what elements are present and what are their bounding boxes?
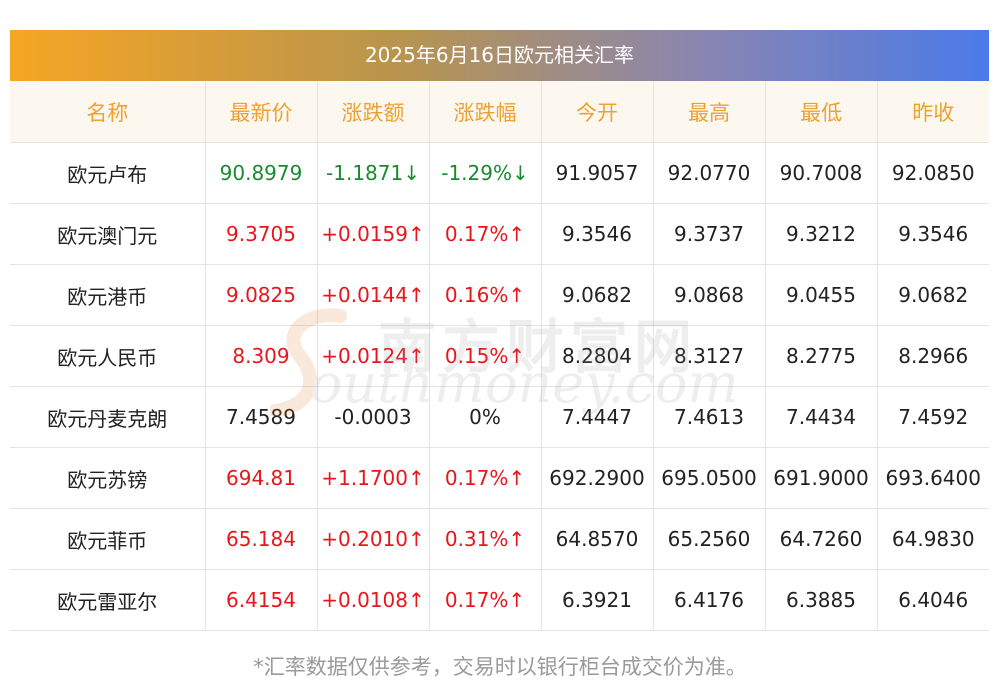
table-row: 欧元苏镑 694.81 +1.1700↑ 0.17%↑ 692.2900 695.0500… xyxy=(10,447,989,509)
cell-prev: 693.6400 xyxy=(877,447,989,509)
cell-low: 7.4434 xyxy=(765,386,878,448)
col-header-latest: 最新价 xyxy=(205,81,318,143)
cell-high: 695.0500 xyxy=(653,447,766,509)
table-title: 2025年6月16日欧元相关汇率 xyxy=(10,30,989,81)
cell-prev: 8.2966 xyxy=(877,325,989,387)
cell-latest: 6.4154 xyxy=(205,569,318,631)
cell-name: 欧元雷亚尔 xyxy=(10,569,206,631)
cell-high: 9.0868 xyxy=(653,264,766,326)
cell-latest: 90.8979 xyxy=(205,142,318,204)
cell-low: 691.9000 xyxy=(765,447,878,509)
cell-name: 欧元丹麦克朗 xyxy=(10,386,206,448)
cell-latest: 65.184 xyxy=(205,508,318,570)
col-header-low: 最低 xyxy=(765,81,878,143)
cell-pct: 0.16%↑ xyxy=(429,264,542,326)
col-header-pct: 涨跌幅 xyxy=(429,81,542,143)
cell-change: +0.0159↑ xyxy=(317,203,430,265)
rate-table-container: 2025年6月16日欧元相关汇率 名称 最新价 涨跌额 涨跌幅 今开 最高 最低… xyxy=(10,30,989,631)
cell-high: 65.2560 xyxy=(653,508,766,570)
footnote: *汇率数据仅供参考，交易时以银行柜台成交价为准。 xyxy=(253,655,747,679)
cell-high: 9.3737 xyxy=(653,203,766,265)
cell-latest: 7.4589 xyxy=(205,386,318,448)
cell-latest: 694.81 xyxy=(205,447,318,509)
cell-low: 90.7008 xyxy=(765,142,878,204)
cell-latest: 9.0825 xyxy=(205,264,318,326)
cell-name: 欧元港币 xyxy=(10,264,206,326)
table-row: 欧元丹麦克朗 7.4589 -0.0003 0% 7.4447 7.4613 7.4434 7… xyxy=(10,386,989,448)
cell-prev: 64.9830 xyxy=(877,508,989,570)
table-row: 欧元卢布 90.8979 -1.1871↓ -1.29%↓ 91.9057 92.0770… xyxy=(10,142,989,204)
cell-latest: 9.3705 xyxy=(205,203,318,265)
cell-latest: 8.309 xyxy=(205,325,318,387)
cell-change: +0.0144↑ xyxy=(317,264,430,326)
cell-prev: 9.3546 xyxy=(877,203,989,265)
cell-change: +0.0124↑ xyxy=(317,325,430,387)
cell-open: 7.4447 xyxy=(541,386,654,448)
cell-low: 6.3885 xyxy=(765,569,878,631)
cell-name: 欧元菲币 xyxy=(10,508,206,570)
col-header-name: 名称 xyxy=(10,81,206,143)
cell-open: 692.2900 xyxy=(541,447,654,509)
cell-high: 6.4176 xyxy=(653,569,766,631)
table-row: 欧元人民币 8.309 +0.0124↑ 0.15%↑ 8.2804 8.3127 8.27… xyxy=(10,325,989,387)
cell-low: 64.7260 xyxy=(765,508,878,570)
cell-open: 8.2804 xyxy=(541,325,654,387)
table-row: 欧元菲币 65.184 +0.2010↑ 0.31%↑ 64.8570 65.2560 64… xyxy=(10,508,989,570)
cell-name: 欧元澳门元 xyxy=(10,203,206,265)
cell-pct: 0.31%↑ xyxy=(429,508,542,570)
col-header-open: 今开 xyxy=(541,81,654,143)
cell-open: 64.8570 xyxy=(541,508,654,570)
table-row: 欧元港币 9.0825 +0.0144↑ 0.16%↑ 9.0682 9.0868 9.04… xyxy=(10,264,989,326)
table-header-row: 名称 最新价 涨跌额 涨跌幅 今开 最高 最低 昨收 xyxy=(10,81,989,143)
cell-pct: 0.17%↑ xyxy=(429,203,542,265)
cell-prev: 7.4592 xyxy=(877,386,989,448)
cell-low: 8.2775 xyxy=(765,325,878,387)
cell-high: 92.0770 xyxy=(653,142,766,204)
cell-pct: 0.17%↑ xyxy=(429,447,542,509)
cell-pct: 0.17%↑ xyxy=(429,569,542,631)
cell-prev: 9.0682 xyxy=(877,264,989,326)
cell-name: 欧元人民币 xyxy=(10,325,206,387)
cell-change: -0.0003 xyxy=(317,386,430,448)
cell-change: +1.1700↑ xyxy=(317,447,430,509)
cell-open: 9.3546 xyxy=(541,203,654,265)
cell-low: 9.0455 xyxy=(765,264,878,326)
cell-high: 7.4613 xyxy=(653,386,766,448)
cell-prev: 92.0850 xyxy=(877,142,989,204)
cell-open: 6.3921 xyxy=(541,569,654,631)
table-row: 欧元雷亚尔 6.4154 +0.0108↑ 0.17%↑ 6.3921 6.4176 6.3… xyxy=(10,569,989,631)
cell-change: +0.2010↑ xyxy=(317,508,430,570)
cell-open: 91.9057 xyxy=(541,142,654,204)
cell-high: 8.3127 xyxy=(653,325,766,387)
cell-open: 9.0682 xyxy=(541,264,654,326)
cell-name: 欧元卢布 xyxy=(10,142,206,204)
rate-table: 名称 最新价 涨跌额 涨跌幅 今开 最高 最低 昨收 欧元卢布 90.8979 -1… xyxy=(10,81,989,631)
cell-prev: 6.4046 xyxy=(877,569,989,631)
col-header-high: 最高 xyxy=(653,81,766,143)
cell-name: 欧元苏镑 xyxy=(10,447,206,509)
col-header-prev: 昨收 xyxy=(877,81,989,143)
col-header-change: 涨跌额 xyxy=(317,81,430,143)
cell-pct: 0.15%↑ xyxy=(429,325,542,387)
cell-pct: 0% xyxy=(429,386,542,448)
cell-low: 9.3212 xyxy=(765,203,878,265)
cell-change: -1.1871↓ xyxy=(317,142,430,204)
cell-pct: -1.29%↓ xyxy=(429,142,542,204)
cell-change: +0.0108↑ xyxy=(317,569,430,631)
table-row: 欧元澳门元 9.3705 +0.0159↑ 0.17%↑ 9.3546 9.3737 9.3… xyxy=(10,203,989,265)
